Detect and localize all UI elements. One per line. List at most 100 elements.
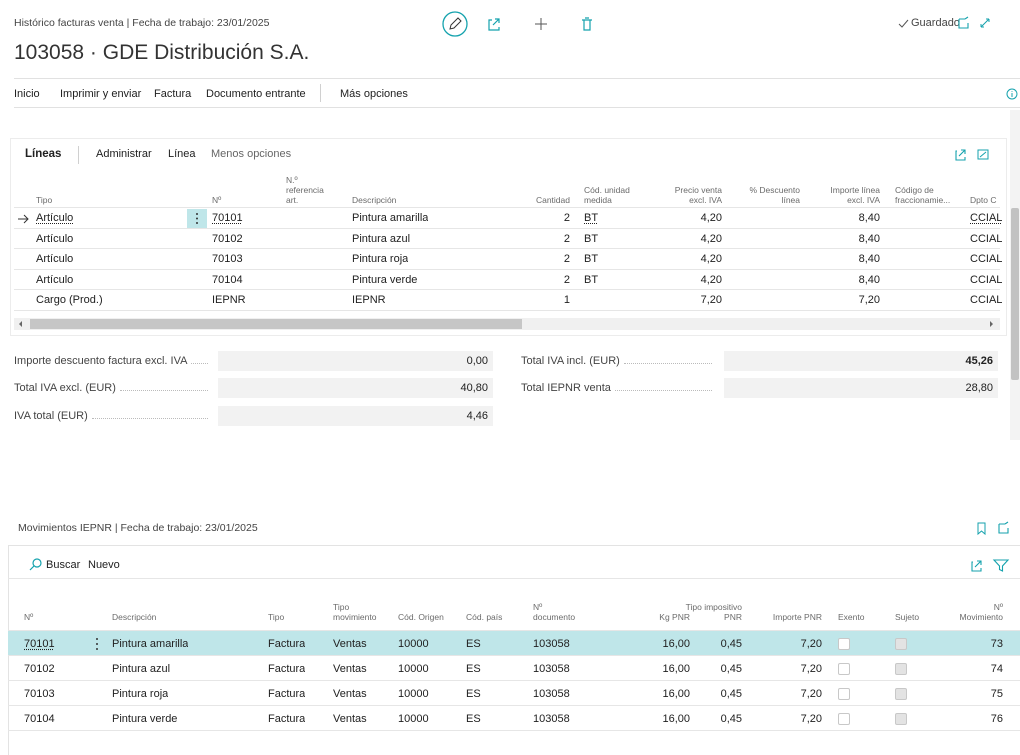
menu-item[interactable]: Imprimir y enviar <box>60 88 142 100</box>
field-label: IVA total (EUR) <box>14 406 212 426</box>
column-header[interactable]: Exento <box>838 612 865 622</box>
header-divider <box>14 207 1000 208</box>
column-header[interactable]: Tipo movimiento <box>333 602 377 622</box>
toolbar-button[interactable]: Buscar <box>46 559 81 571</box>
cell-text: Pintura roja <box>352 253 409 266</box>
column-header[interactable]: Cód. país <box>466 612 503 622</box>
cell-text: 103058 <box>533 637 570 650</box>
table-row[interactable] <box>14 249 1000 270</box>
column-header[interactable]: Precio venta excl. IVA <box>674 185 722 205</box>
column-header[interactable]: Kg PNR <box>659 612 690 622</box>
tab[interactable]: Línea <box>168 148 196 160</box>
table-row[interactable] <box>8 706 1020 731</box>
cell-text: CCIAL <box>970 294 1002 307</box>
tab[interactable]: Menos opciones <box>211 148 292 160</box>
table-row[interactable] <box>14 290 1000 311</box>
table-cell[interactable]: CCIAL <box>970 208 1002 229</box>
column-header[interactable]: Importe línea excl. IVA <box>830 185 880 205</box>
row-actions[interactable] <box>187 209 207 228</box>
column-header[interactable]: Tipo <box>268 612 285 622</box>
column-header[interactable]: % Descuento línea <box>749 185 800 205</box>
cell-text[interactable]: 70101 <box>212 212 243 225</box>
cell-text: 70103 <box>24 687 55 700</box>
column-header[interactable]: Tipo impositivo PNR <box>685 602 742 622</box>
toolbar-button[interactable]: Nuevo <box>88 559 120 571</box>
cell-text: 70103 <box>212 253 243 266</box>
leader <box>191 362 208 364</box>
table-row[interactable] <box>8 631 1020 656</box>
info-icon[interactable] <box>1005 87 1019 101</box>
table-cell: 4,20 <box>612 229 722 250</box>
column-header[interactable]: Descripción <box>112 612 157 622</box>
column-header[interactable]: Nº <box>212 195 222 205</box>
column-header[interactable]: Nº <box>24 612 34 622</box>
cell-text: 103058 <box>533 712 570 725</box>
column-header[interactable]: Dpto C <box>970 195 997 205</box>
movements-icons[interactable] <box>974 520 1016 536</box>
column-header[interactable]: Cantidad <box>535 195 570 205</box>
header-divider <box>8 630 1020 631</box>
action-icons[interactable] <box>440 10 600 40</box>
table-cell: 75 <box>893 681 1003 706</box>
column-header[interactable]: Tipo <box>36 195 53 205</box>
column-header[interactable]: Importe PNR <box>772 612 822 622</box>
leader <box>623 362 712 364</box>
menu-item[interactable]: Más opciones <box>340 88 408 100</box>
h-scrollbar-thumb[interactable] <box>30 319 522 329</box>
column-header[interactable]: Sujeto <box>895 612 920 622</box>
breadcrumb[interactable]: Histórico facturas venta | Fecha de trab… <box>14 17 270 29</box>
table-row[interactable] <box>8 656 1020 681</box>
table-cell: Ventas <box>333 681 367 706</box>
table-cell: ES <box>466 631 481 656</box>
cell-text[interactable]: CCIAL <box>970 212 1002 225</box>
table-row[interactable] <box>8 681 1020 706</box>
table-cell[interactable]: Artículo <box>36 208 73 229</box>
table-cell: 8,40 <box>770 229 880 250</box>
scrollbar-thumb[interactable] <box>1011 208 1019 380</box>
table-cell: 8,40 <box>770 270 880 291</box>
column-header[interactable]: Cód. Origen <box>398 612 444 622</box>
table-cell: 70102 <box>212 229 243 250</box>
cell-text: BT <box>584 232 599 245</box>
lines-icons[interactable] <box>954 146 996 162</box>
column-header[interactable]: N.º referencia art. <box>286 175 324 205</box>
column-header[interactable]: Nº documento <box>533 602 576 622</box>
table-cell: 16,00 <box>580 656 690 681</box>
table-cell[interactable]: BT <box>584 208 598 229</box>
table-cell: 70103 <box>212 249 243 270</box>
search-icon[interactable] <box>28 557 44 573</box>
h-scrollbar-arrows[interactable] <box>16 319 1000 329</box>
table-row[interactable] <box>14 229 1000 249</box>
column-header[interactable]: Nº Movimiento <box>959 602 1003 622</box>
table-cell[interactable]: 70101 <box>212 208 243 229</box>
cell-text: Pintura roja <box>112 687 169 700</box>
menu-item[interactable]: Documento entrante <box>206 88 306 100</box>
cell-text[interactable]: BT <box>584 212 599 225</box>
column-header[interactable]: Descripción <box>352 195 397 205</box>
leader <box>614 389 712 391</box>
dots-icon[interactable] <box>90 633 104 655</box>
row-actions[interactable] <box>90 633 104 655</box>
menu-item[interactable]: Inicio <box>14 88 40 100</box>
cell-text[interactable]: 70101 <box>24 637 55 650</box>
cell-text[interactable]: Artículo <box>36 212 74 225</box>
table-row[interactable] <box>14 208 1000 229</box>
window-icons[interactable] <box>955 15 1015 31</box>
column-header[interactable]: Cód. unidad medida <box>584 185 630 205</box>
movements-tools[interactable] <box>970 557 1014 573</box>
column-header[interactable]: Código de fraccionamie... <box>895 185 951 205</box>
cell-text: 8,40 <box>858 253 880 266</box>
cell-text: Artículo <box>36 273 74 286</box>
dots-icon[interactable] <box>187 209 207 228</box>
cell-text: 4,20 <box>700 253 722 266</box>
tab[interactable]: Líneas <box>25 148 62 160</box>
tab[interactable]: Administrar <box>96 148 152 160</box>
table-cell: Artículo <box>36 270 73 291</box>
label-text: Total IVA incl. (EUR) <box>521 355 620 367</box>
cell-text: Artículo <box>36 253 74 266</box>
menu-item[interactable]: Factura <box>154 88 192 100</box>
table-row[interactable] <box>14 270 1000 290</box>
table-cell[interactable]: 70101 <box>24 631 55 656</box>
table-cell: 10000 <box>398 706 429 731</box>
table-cell: Factura <box>268 656 305 681</box>
